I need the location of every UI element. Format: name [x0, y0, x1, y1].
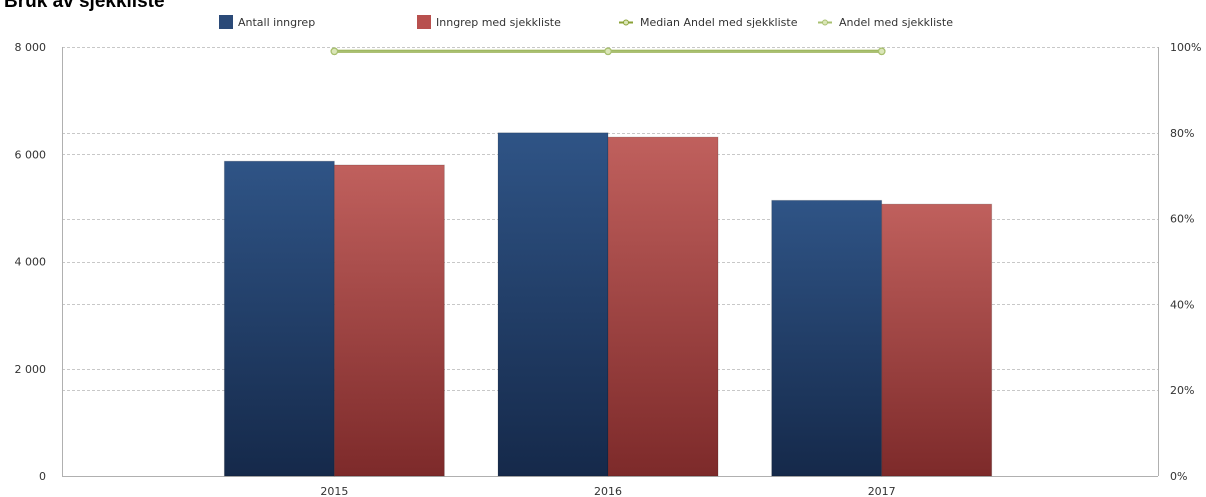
tick-labels: 0 2 000 4 000 6 000 8 000 0% 20% 40% 60% 80% 100% 2…	[15, 41, 1202, 497]
legend-swatch-0	[219, 15, 233, 29]
legend-swatch-1	[417, 15, 431, 29]
y-tick-label-right: 80%	[1170, 127, 1194, 140]
y-tick-label-right: 40%	[1170, 298, 1194, 311]
x-tick-label: 2017	[868, 485, 896, 497]
y-tick-label-right: 100%	[1170, 41, 1201, 54]
legend-label-2: Median Andel med sjekkliste	[640, 16, 798, 29]
bar-antall-inngrep-2016	[497, 132, 609, 477]
legend-marker-2	[623, 19, 629, 26]
point-andel-2017	[877, 47, 886, 56]
bar-inngrep-med-sjekkliste-2016	[607, 136, 719, 477]
legend-label-0: Antall inngrep	[238, 16, 315, 29]
x-tick-label: 2016	[594, 485, 622, 497]
y-tick-label-left: 6 000	[15, 148, 47, 161]
y-tick-label-right: 0%	[1170, 470, 1187, 483]
point-andel-2016	[604, 47, 612, 56]
point-andel-2015	[330, 47, 339, 56]
bar-inngrep-med-sjekkliste-2015	[333, 164, 445, 477]
legend-label-1: Inngrep med sjekkliste	[436, 16, 561, 29]
y-tick-label-right: 20%	[1170, 384, 1194, 397]
y-tick-label-left: 4 000	[15, 256, 47, 269]
bar-antall-inngrep-2017	[771, 199, 883, 477]
legend: Antall inngrep Inngrep med sjekkliste Medi…	[219, 15, 953, 29]
y-tick-label-left: 0	[39, 470, 46, 483]
legend-label-3: Andel med sjekkliste	[839, 16, 953, 29]
y-tick-label-right: 60%	[1170, 213, 1194, 226]
lines	[330, 47, 886, 56]
y-tick-label-left: 2 000	[15, 363, 47, 376]
bars	[223, 132, 993, 477]
x-tick-label: 2015	[320, 485, 348, 497]
page-title: Bruk av sjekkliste	[4, 0, 165, 12]
bar-antall-inngrep-2015	[223, 160, 335, 477]
legend-marker-3	[822, 19, 828, 26]
axes	[62, 47, 1159, 477]
bar-inngrep-med-sjekkliste-2017	[881, 203, 993, 477]
y-tick-label-left: 8 000	[15, 41, 47, 54]
